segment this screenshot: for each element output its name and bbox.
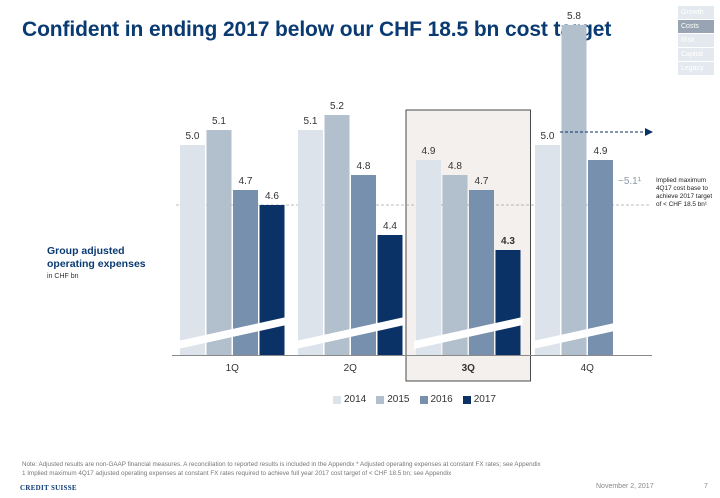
chart-side-label: Group adjusted operating expenses in CHF…	[47, 245, 172, 280]
category-label-1Q: 1Q	[226, 363, 240, 374]
page-number: 7	[704, 483, 708, 490]
data-label-3Q-2016: 4.7	[475, 176, 489, 187]
nav-item-capital[interactable]: Capital	[678, 48, 714, 61]
category-label-2Q: 2Q	[344, 363, 358, 374]
legend-swatch-2016	[419, 395, 428, 404]
data-label-2Q-2016: 4.8	[357, 161, 371, 172]
legend-item-2017: 2017	[462, 394, 496, 405]
data-label-1Q-2014: 5.0	[186, 131, 200, 142]
category-label-4Q: 4Q	[581, 363, 595, 374]
axis-break-3Q	[414, 317, 523, 349]
data-label-4Q-2015: 5.8	[567, 11, 581, 22]
data-label-1Q-2016: 4.7	[239, 176, 253, 187]
nav-item-legacy[interactable]: Legacy	[678, 62, 714, 75]
nav-item-costs[interactable]: Costs	[678, 20, 714, 33]
data-label-2Q-2015: 5.2	[330, 101, 344, 112]
footer-date: November 2, 2017	[596, 483, 654, 490]
data-label-3Q-2017: 4.3	[501, 236, 515, 247]
side-label-title: Group adjusted operating expenses	[47, 245, 146, 270]
target-line-label: ~5.1¹	[618, 176, 642, 187]
bar-2Q-2015	[324, 115, 350, 355]
legend-label-2014: 2014	[344, 394, 367, 405]
category-label-3Q: 3Q	[462, 363, 476, 374]
bar-4Q-2014	[535, 145, 560, 355]
data-label-3Q-2015: 4.8	[448, 161, 462, 172]
bar-4Q-2015	[561, 25, 587, 355]
legend-label-2016: 2016	[430, 394, 453, 405]
legend-item-2014: 2014	[333, 394, 366, 405]
nav-item-risk[interactable]: Risk	[678, 34, 714, 47]
footnote: Note: Adjusted results are non-GAAP fina…	[22, 460, 642, 478]
data-label-1Q-2015: 5.1	[212, 116, 226, 127]
target-arrow-icon	[645, 128, 653, 136]
bar-3Q-2017	[495, 250, 521, 355]
legend-swatch-2015	[376, 395, 385, 404]
data-label-4Q-2014: 5.0	[541, 131, 555, 142]
chart-legend: 2014 2015 2016 2017	[333, 394, 496, 405]
bar-2Q-2014	[298, 130, 323, 355]
bar-3Q-2015	[442, 175, 468, 355]
axis-break-1Q	[178, 317, 287, 349]
data-label-4Q-2016: 4.9	[594, 146, 608, 157]
page-title: Confident in ending 2017 below our CHF 1…	[22, 18, 612, 41]
data-label-1Q-2017: 4.6	[265, 191, 279, 202]
data-label-2Q-2017: 4.4	[383, 221, 397, 232]
legend-swatch-2017	[462, 395, 471, 404]
target-annotation: Implied maximum 4Q17 cost base to achiev…	[656, 177, 713, 208]
axis-break-2Q	[296, 317, 405, 349]
section-nav: Growth Costs Risk Capital Legacy	[678, 6, 714, 76]
data-label-2Q-2014: 5.1	[304, 116, 318, 127]
legend-item-2016: 2016	[419, 394, 453, 405]
bar-3Q-2014	[416, 160, 441, 355]
data-label-3Q-2014: 4.9	[422, 146, 436, 157]
bar-2Q-2017	[377, 235, 403, 355]
credit-suisse-logo: CREDIT SUISSE	[20, 484, 77, 492]
bar-1Q-2014	[180, 145, 205, 355]
footnote-line-2: 1 Implied maximum 4Q17 adjusted operatin…	[22, 470, 452, 477]
footnote-line-1: Note: Adjusted results are non-GAAP fina…	[22, 461, 541, 468]
bar-1Q-2015	[206, 130, 232, 355]
side-label-unit: in CHF bn	[47, 273, 79, 280]
bar-4Q-2016	[588, 160, 613, 355]
legend-swatch-2014	[333, 395, 341, 404]
nav-item-growth[interactable]: Growth	[678, 6, 714, 19]
legend-label-2017: 2017	[473, 394, 496, 405]
legend-item-2015: 2015	[376, 394, 410, 405]
legend-label-2015: 2015	[387, 394, 410, 405]
axis-break-4Q	[533, 317, 642, 349]
bar-1Q-2017	[259, 205, 285, 355]
